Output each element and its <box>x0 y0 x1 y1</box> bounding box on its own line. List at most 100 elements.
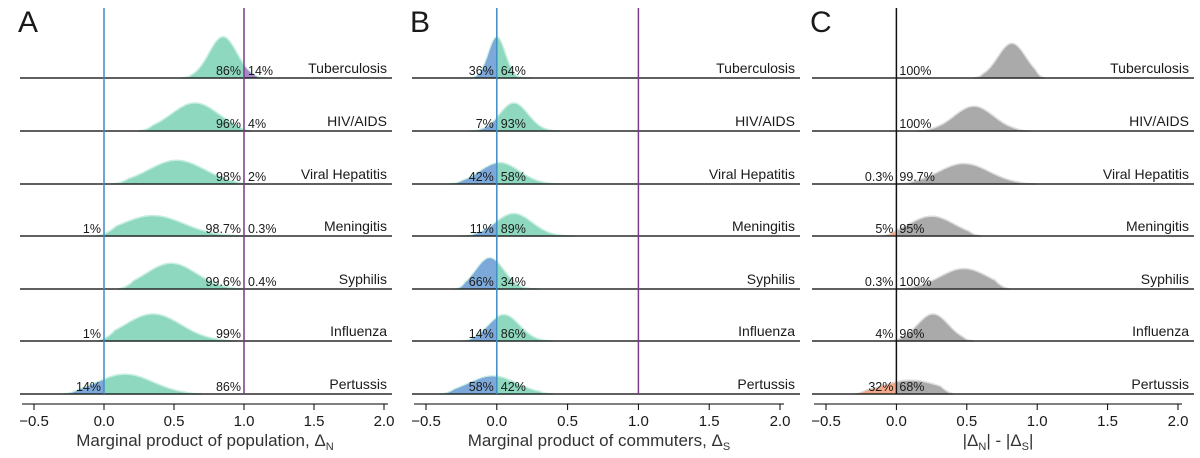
x-tick-label: 0.0 <box>94 413 115 430</box>
pct-label-right: 42% <box>501 380 526 394</box>
pct-label-right: 86% <box>501 327 526 341</box>
x-tick-label: 1.5 <box>1097 413 1118 430</box>
pct-label-left: 96% <box>216 117 241 131</box>
pct-label-left: 42% <box>469 170 494 184</box>
panel-letter: A <box>18 6 38 39</box>
disease-label: Tuberculosis <box>1110 60 1189 76</box>
pct-label-left: 98.7% <box>206 222 241 236</box>
row-tuberculosis: Tuberculosis 86% 14% <box>20 36 392 79</box>
disease-label: Syphilis <box>1141 271 1189 287</box>
pct-label-right: 64% <box>501 64 526 78</box>
pct-label-negative: 1% <box>83 327 101 341</box>
pct-label-left: 66% <box>469 275 494 289</box>
x-tick-label: 2.0 <box>374 413 395 430</box>
row-meningitis: Meningitis 11% 89% <box>412 212 800 237</box>
disease-label: Syphilis <box>747 271 795 287</box>
disease-label: Pertussis <box>737 376 795 392</box>
pct-label-left: 0.3% <box>865 275 894 289</box>
pct-label-left: 0.3% <box>865 170 894 184</box>
density-area <box>117 262 244 290</box>
pct-label-right: 68% <box>899 380 924 394</box>
pct-label-left: 32% <box>868 380 893 394</box>
x-tick-label: 1.0 <box>628 413 649 430</box>
density-area <box>896 215 982 237</box>
density-area <box>496 375 554 395</box>
disease-label: Meningitis <box>732 218 795 234</box>
disease-label: Influenza <box>330 323 387 339</box>
density-area-negative <box>854 381 897 395</box>
panel-a: A Tuberculosis 86% 14% HIV/AIDS 96% 4% Viral He… <box>18 6 394 453</box>
x-tick-label: 1.5 <box>699 413 720 430</box>
density-area-negative <box>454 257 498 290</box>
row-influenza: Influenza 14% 86% <box>412 313 800 342</box>
x-tick-label: −0.5 <box>811 413 841 430</box>
row-pertussis: Pertussis 32% 68% <box>812 376 1194 395</box>
density-area <box>973 42 1045 79</box>
disease-label: HIV/AIDS <box>1129 113 1189 129</box>
x-axis-label: Marginal product of commuters, ΔS <box>468 431 730 453</box>
pct-label-left: 86% <box>216 380 241 394</box>
density-area <box>103 373 203 395</box>
disease-label: Influenza <box>1132 323 1189 339</box>
row-tuberculosis: Tuberculosis 36% 64% <box>412 35 800 79</box>
x-tick-label: 0.5 <box>557 413 578 430</box>
disease-label: Viral Hepatitis <box>709 166 795 182</box>
row-meningitis: Meningitis 5% 95% <box>812 215 1194 237</box>
x-tick-label: 1.5 <box>304 413 325 430</box>
row-pertussis: Pertussis 86% 14% <box>20 373 392 395</box>
row-syphilis: Syphilis 99.6% 0.4% <box>20 262 392 290</box>
x-tick-label: 1.0 <box>234 413 255 430</box>
pct-label-right: 89% <box>501 222 526 236</box>
pct-label-left: 11% <box>470 222 494 236</box>
row-influenza: Influenza 99% 1% <box>20 313 392 342</box>
x-tick-label: 0.0 <box>886 413 907 430</box>
density-area-negative <box>61 378 105 395</box>
disease-label: HIV/AIDS <box>327 113 387 129</box>
disease-label: Meningitis <box>324 218 387 234</box>
disease-label: Meningitis <box>1126 218 1189 234</box>
pct-label-right: 0.3% <box>248 222 277 236</box>
density-area-negative <box>440 375 498 395</box>
x-tick-label: 0.5 <box>956 413 977 430</box>
x-tick-label: 0.0 <box>486 413 507 430</box>
pct-label-right: 96% <box>899 327 924 341</box>
density-area <box>103 313 237 342</box>
density-area <box>896 313 974 342</box>
disease-label: Tuberculosis <box>716 60 795 76</box>
pct-label-right: 2% <box>248 170 266 184</box>
panel-c: C Tuberculosis 100% HIV/AIDS 100% Viral Hepat… <box>810 6 1194 453</box>
pct-label-right: 34% <box>501 275 526 289</box>
pct-label-left: 36% <box>469 64 494 78</box>
pct-label-negative: 1% <box>83 222 101 236</box>
row-pertussis: Pertussis 58% 42% <box>412 375 800 395</box>
x-tick-label: −0.5 <box>411 413 441 430</box>
pct-label-left: 99% <box>216 327 241 341</box>
x-tick-label: 2.0 <box>770 413 791 430</box>
disease-label: Pertussis <box>1131 376 1189 392</box>
disease-label: Syphilis <box>339 271 387 287</box>
x-axis-label: Marginal product of population, ΔN <box>76 431 334 453</box>
density-area <box>896 162 1038 185</box>
panel-letter: C <box>810 6 832 39</box>
row-hiv-aids: HIV/AIDS 100% <box>812 105 1194 132</box>
x-tick-label: 1.0 <box>1027 413 1048 430</box>
pct-label-right: 99.7% <box>899 170 934 184</box>
disease-label: Tuberculosis <box>308 60 387 76</box>
row-meningitis: Meningitis 98.7% 0.3% 1% <box>20 214 392 237</box>
row-viral-hepatitis: Viral Hepatitis 98% 2% <box>20 159 392 185</box>
pct-label-right: 14% <box>248 64 273 78</box>
density-area-negative <box>447 162 498 185</box>
panel-b: B Tuberculosis 36% 64% HIV/AIDS 7% 93% Viral He… <box>410 6 800 453</box>
pct-label-left: 7% <box>476 117 494 131</box>
disease-label: HIV/AIDS <box>735 113 795 129</box>
x-axis-label: |ΔN| - |ΔS| <box>963 431 1034 453</box>
density-area-negative <box>461 315 498 342</box>
pct-label-right: 95% <box>899 222 924 236</box>
disease-label: Influenza <box>738 323 795 339</box>
row-hiv-aids: HIV/AIDS 96% 4% <box>20 102 392 132</box>
pct-label-left: 58% <box>469 380 494 394</box>
row-syphilis: Syphilis 66% 34% <box>412 257 800 290</box>
density-area <box>896 267 1010 290</box>
density-area <box>103 214 251 237</box>
